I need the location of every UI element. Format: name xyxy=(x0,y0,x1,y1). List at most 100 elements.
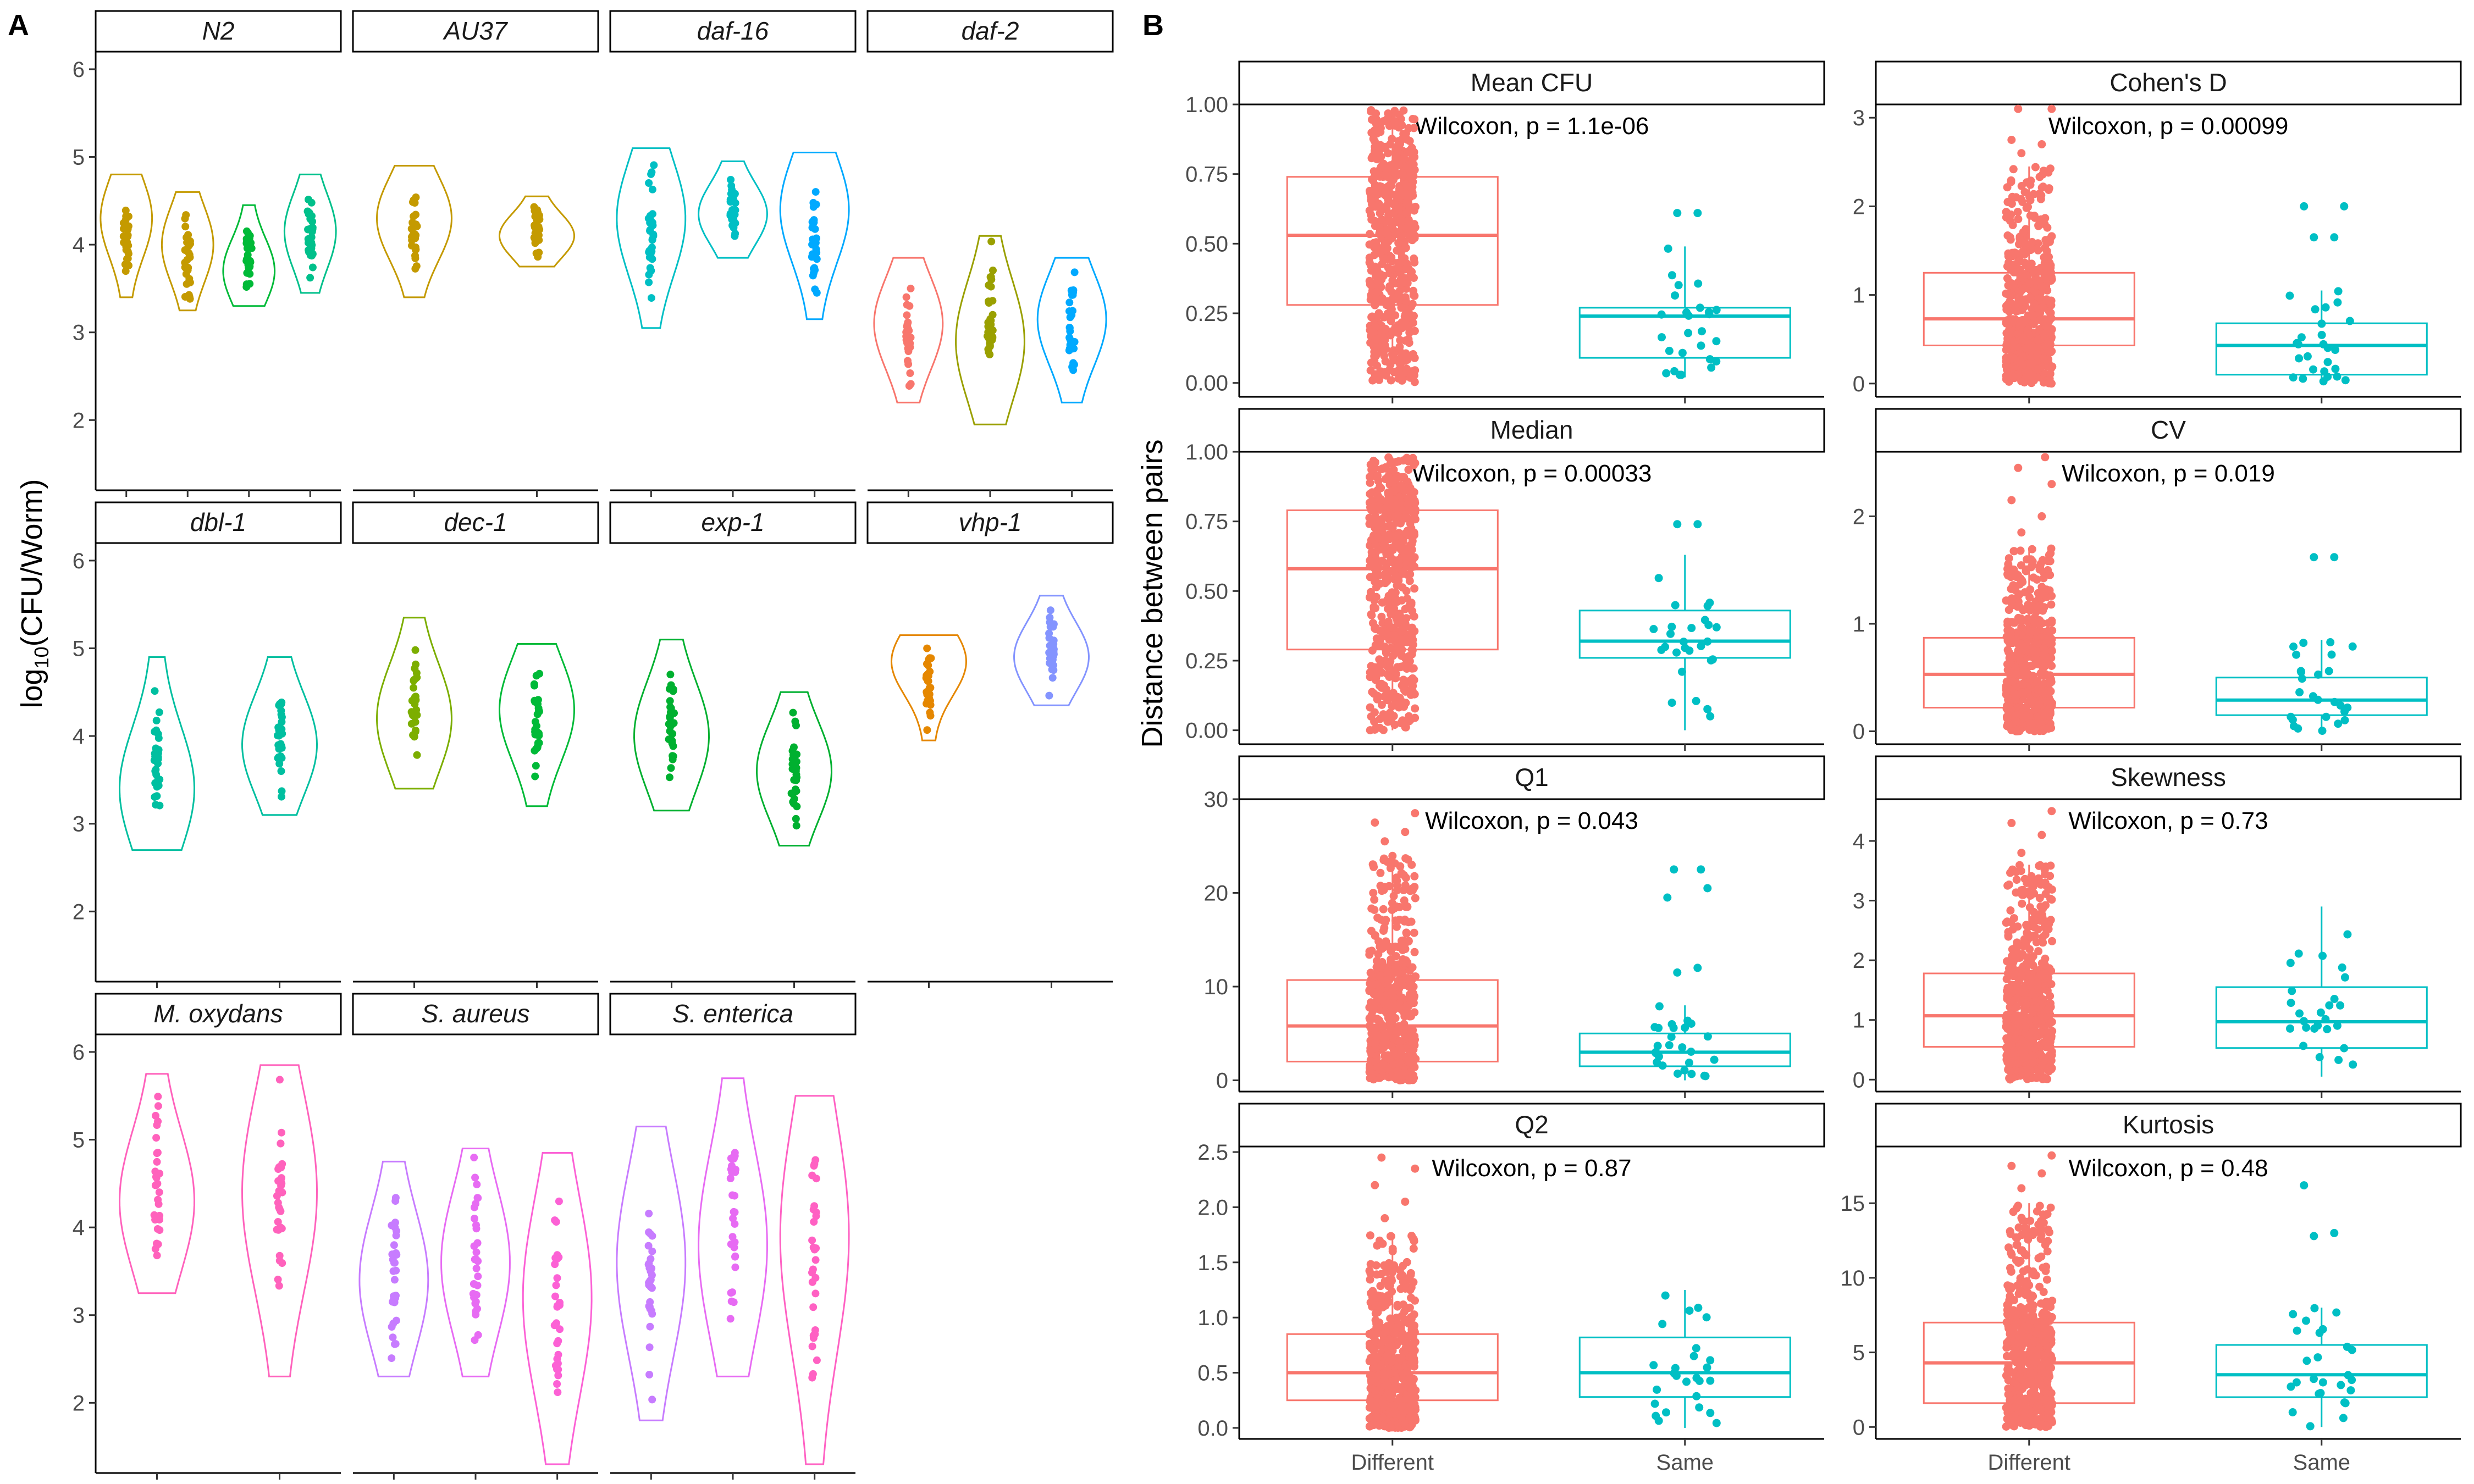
facet-strip xyxy=(352,993,599,1036)
jitter-point xyxy=(1382,649,1390,657)
violin-facet-vhp-1: vhp-1 xyxy=(866,501,1114,988)
jitter-point xyxy=(2016,546,2025,555)
jitter-point xyxy=(2045,297,2053,306)
y-tick-label: 0.75 xyxy=(1185,510,1228,534)
jitter-point xyxy=(2322,712,2331,721)
violin-point xyxy=(152,766,160,774)
violin-point xyxy=(648,185,656,193)
jitter-point xyxy=(1381,325,1390,333)
violin-point xyxy=(411,264,419,273)
facet-strip-label: S. enterica xyxy=(672,999,793,1028)
jitter-point xyxy=(2315,1053,2324,1061)
jitter-point xyxy=(2011,305,2019,314)
violin-point xyxy=(1066,327,1074,335)
violin-point xyxy=(728,1168,736,1176)
jitter-point xyxy=(2005,983,2014,992)
violin-point xyxy=(181,223,190,231)
jitter-point xyxy=(1398,645,1406,654)
violin-point xyxy=(808,1171,816,1180)
jitter-point xyxy=(1395,204,1404,213)
jitter-point xyxy=(2031,607,2040,616)
jitter-point xyxy=(1401,336,1410,345)
violin-point xyxy=(186,240,194,248)
jitter-point xyxy=(1666,629,1675,638)
violin-point xyxy=(530,234,538,242)
jitter-point xyxy=(1385,366,1394,374)
facet-strip xyxy=(1875,408,2462,453)
violin-point xyxy=(531,718,539,726)
jitter-point xyxy=(2039,303,2047,312)
violin-point xyxy=(408,711,417,719)
jitter-point xyxy=(1373,471,1382,480)
violin-point xyxy=(278,1188,286,1197)
jitter-point xyxy=(1386,547,1395,556)
jitter-point xyxy=(2038,170,2047,179)
violin-point xyxy=(411,718,419,726)
jitter-point xyxy=(2047,895,2056,904)
jitter-point xyxy=(1394,511,1402,519)
facet-strip xyxy=(1875,755,2462,800)
violin xyxy=(633,639,710,812)
violin-point xyxy=(809,223,816,231)
violin-point xyxy=(793,802,801,811)
violin-point xyxy=(648,1247,656,1255)
violin-point xyxy=(152,801,160,809)
jitter-point xyxy=(1409,1244,1418,1253)
jitter-point xyxy=(1697,341,1705,350)
facet-strip xyxy=(866,10,1114,53)
jitter-point xyxy=(1369,602,1378,611)
facet-strip xyxy=(352,501,599,544)
jitter-point xyxy=(2033,656,2042,665)
jitter-point xyxy=(2034,925,2042,934)
violin-point xyxy=(389,1298,396,1306)
y-tick-label: 6 xyxy=(73,58,85,82)
jitter-point xyxy=(2045,571,2053,579)
violin-point xyxy=(278,793,285,801)
jitter-point xyxy=(2047,723,2056,732)
jitter-point xyxy=(1665,1041,1674,1050)
jitter-point xyxy=(2003,1025,2012,1033)
violin-facet-s-aureus: S. aureus xyxy=(352,993,599,1480)
violin-outline xyxy=(241,656,318,816)
jitter-point xyxy=(1371,998,1380,1006)
jitter-point xyxy=(1383,230,1391,239)
jitter-point xyxy=(2017,971,2026,980)
jitter-point xyxy=(1366,1074,1374,1083)
violin-point xyxy=(411,728,419,736)
jitter-point xyxy=(1400,685,1409,694)
y-tick-label: 2 xyxy=(73,1391,85,1415)
jitter-point xyxy=(2046,549,2055,558)
violin-point xyxy=(989,334,997,342)
jitter-point xyxy=(1407,632,1416,641)
jitter-point xyxy=(1409,115,1417,123)
violin-point xyxy=(1045,634,1053,642)
jitter-point xyxy=(2040,662,2049,671)
jitter-point xyxy=(2005,721,2014,729)
jitter-point xyxy=(1667,622,1676,631)
jitter-point xyxy=(2004,560,2013,568)
outlier-point xyxy=(1673,968,1682,977)
jitter-point xyxy=(2041,870,2050,879)
jitter-point xyxy=(1397,303,1406,312)
violin-point xyxy=(645,1228,653,1236)
violin-point xyxy=(391,1259,399,1267)
jitter-point xyxy=(2302,1023,2311,1032)
violin-point xyxy=(813,248,821,257)
jitter-point xyxy=(2016,323,2025,331)
jitter-point xyxy=(1400,896,1409,905)
jitter-point xyxy=(1388,350,1396,358)
jitter-point xyxy=(2016,273,2025,282)
jitter-point xyxy=(2295,1009,2304,1018)
jitter-point xyxy=(2013,1059,2022,1068)
jitter-point xyxy=(1677,370,1686,379)
violin-point xyxy=(792,815,800,823)
jitter-point xyxy=(1378,294,1387,303)
violin xyxy=(779,152,850,320)
box-iqr xyxy=(2215,986,2428,1049)
violin-outline xyxy=(779,1095,850,1465)
violin-point xyxy=(182,270,190,278)
violin-point xyxy=(277,767,285,775)
jitter-point xyxy=(2044,1006,2052,1014)
jitter-point xyxy=(1388,693,1397,702)
